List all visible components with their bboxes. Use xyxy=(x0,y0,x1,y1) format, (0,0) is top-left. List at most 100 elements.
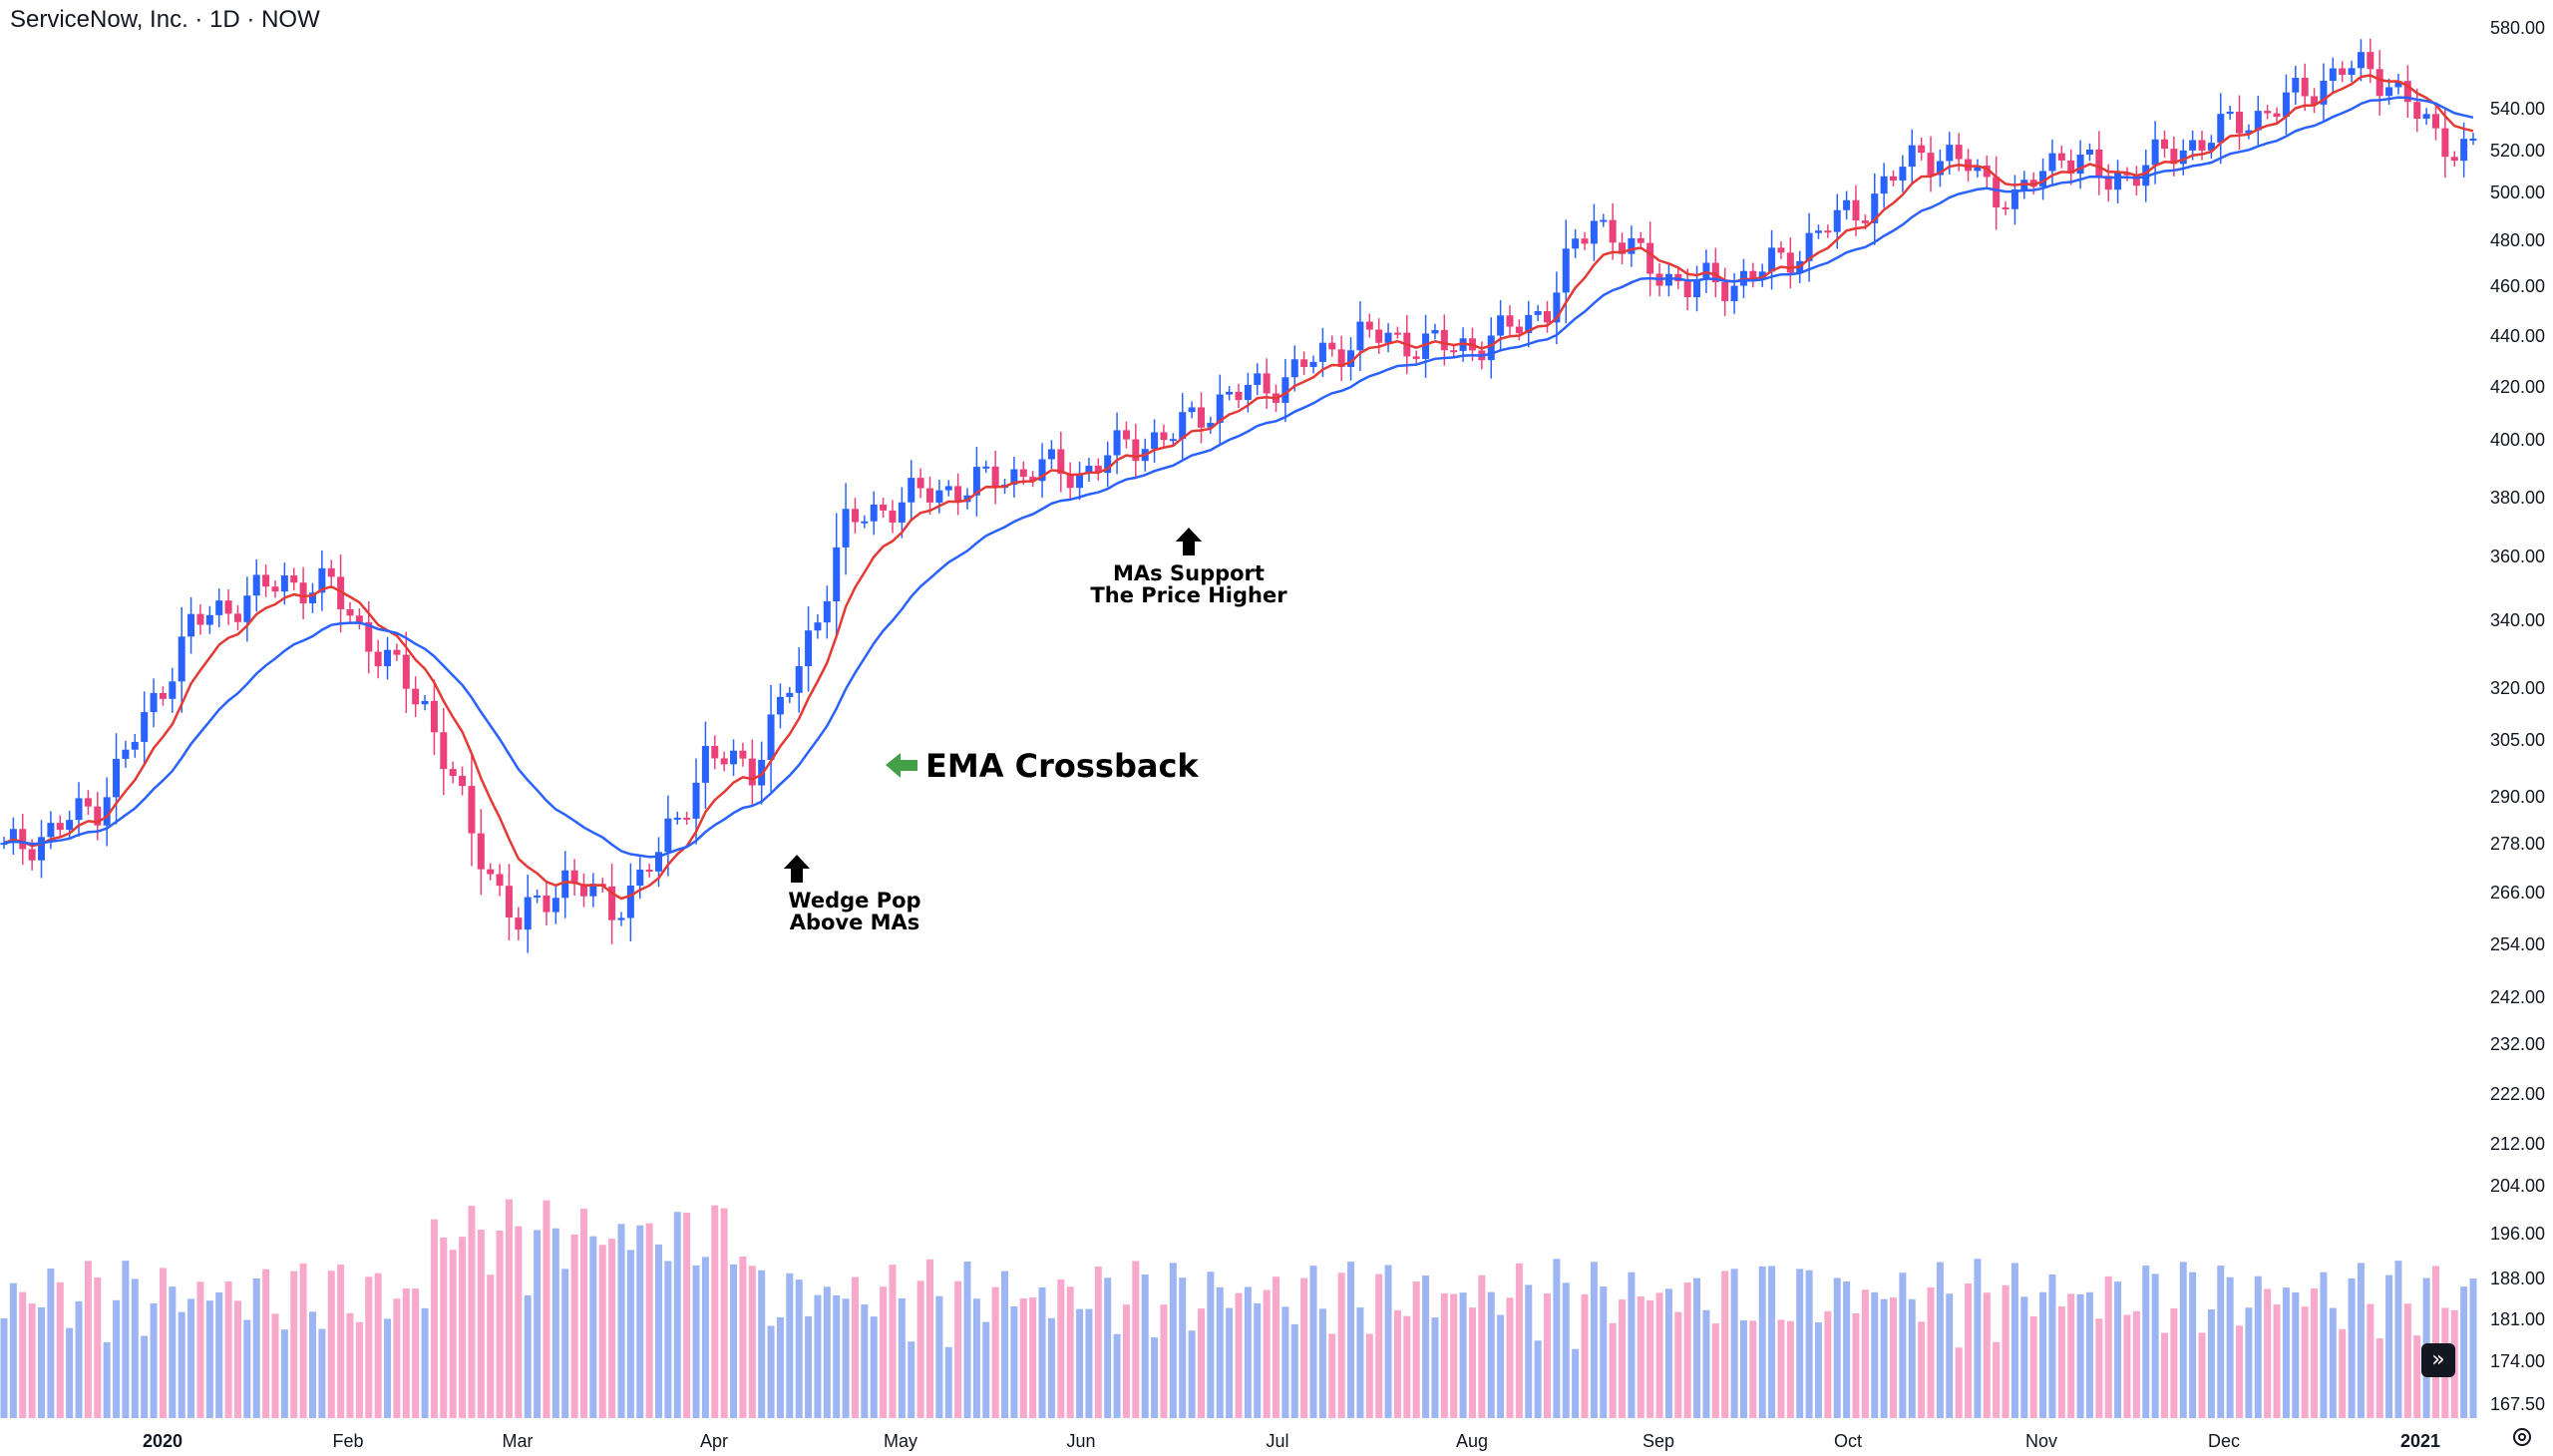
candle-body xyxy=(1281,377,1289,403)
volume-bar xyxy=(1983,1292,1991,1418)
candle-body xyxy=(1375,329,1383,343)
candle-body xyxy=(459,775,467,787)
volume-bar xyxy=(2226,1276,2234,1418)
price-axis-label: 460.00 xyxy=(2490,276,2545,296)
volume-bar xyxy=(2469,1278,2477,1418)
candle-body xyxy=(1113,430,1121,456)
volume-bar xyxy=(496,1231,504,1418)
candle-body xyxy=(2273,113,2281,118)
candle-body xyxy=(982,466,990,469)
candle-body xyxy=(1955,145,1963,160)
candle-body xyxy=(1609,219,1617,243)
volume-bar xyxy=(1796,1269,1804,1418)
price-axis-label: 480.00 xyxy=(2490,230,2545,250)
volume-bar xyxy=(215,1291,223,1418)
volume-bar xyxy=(2236,1325,2244,1418)
price-axis-label: 580.00 xyxy=(2490,18,2545,38)
candle-body xyxy=(1085,466,1093,474)
volume-bar xyxy=(384,1318,392,1418)
volume-bar xyxy=(2123,1314,2131,1418)
candle-body xyxy=(0,843,8,846)
candle-body xyxy=(1525,314,1533,334)
time-axis-label: Oct xyxy=(1834,1431,1862,1451)
volume-bar xyxy=(1422,1275,1430,1418)
candle-body xyxy=(1290,359,1298,378)
price-axis-label: 222.00 xyxy=(2490,1084,2545,1104)
candle-body xyxy=(1132,439,1140,462)
candle-body xyxy=(440,732,448,770)
candle-body xyxy=(1450,350,1458,353)
candle-body xyxy=(1843,199,1851,210)
candle-body xyxy=(374,651,382,667)
volume-bar xyxy=(1365,1333,1373,1418)
volume-bar xyxy=(2085,1291,2093,1418)
volume-bar xyxy=(1001,1271,1009,1418)
volume-bar xyxy=(1739,1319,1747,1418)
volume-bar xyxy=(477,1230,485,1418)
volume-bar xyxy=(935,1295,943,1418)
volume-bar xyxy=(2114,1281,2122,1418)
volume-bar xyxy=(2142,1265,2150,1418)
candle-body xyxy=(1721,282,1729,301)
candle-body xyxy=(692,782,700,819)
volume-bar xyxy=(720,1208,728,1418)
volume-bar xyxy=(1497,1314,1505,1418)
volume-bar xyxy=(570,1234,578,1418)
volume-bar xyxy=(1047,1317,1055,1418)
volume-bar xyxy=(309,1311,316,1418)
volume-bar xyxy=(374,1273,382,1418)
price-axis-label: 266.00 xyxy=(2490,883,2545,903)
candle-body xyxy=(748,758,756,786)
expand-icon[interactable]: » xyxy=(2421,1343,2455,1377)
chart-title: ServiceNow, Inc. · 1D · NOW xyxy=(10,6,320,33)
candle-body xyxy=(365,621,373,652)
volume-bar xyxy=(28,1303,36,1418)
volume-bar xyxy=(421,1307,429,1418)
candle-body xyxy=(1899,167,1907,182)
volume-bar xyxy=(365,1276,373,1418)
candle-body xyxy=(2085,150,2093,156)
volume-bar xyxy=(1927,1287,1935,1418)
volume-bar xyxy=(0,1318,8,1418)
volume-bar xyxy=(2329,1307,2337,1418)
candle-body xyxy=(1777,247,1785,253)
volume-bar xyxy=(2385,1274,2393,1418)
candle-body xyxy=(243,595,251,622)
volume-bar xyxy=(131,1278,139,1418)
volume-bar xyxy=(2104,1275,2112,1418)
candle-body xyxy=(795,666,803,693)
candle-body xyxy=(309,592,316,603)
candle-body xyxy=(19,829,27,850)
candle-body xyxy=(28,849,36,861)
candle-body xyxy=(280,575,288,592)
volume-bar xyxy=(1899,1273,1907,1418)
time-axis[interactable]: 2020 Feb Mar Apr May Jun Jul Aug Sep Oct Nov Dec 202… xyxy=(143,1431,2440,1451)
volume-bar xyxy=(2292,1291,2300,1418)
candle-body xyxy=(2329,68,2337,81)
candle-body xyxy=(2394,81,2402,88)
annotation-ema-crossback: EMA Crossback xyxy=(925,747,1199,785)
candle-body xyxy=(730,750,738,765)
price-axis[interactable]: 580.00 540.00 520.00 500.00 480.00 460.00 440.… xyxy=(2479,0,2553,1456)
annotation-wedge-pop: Wedge Pop xyxy=(788,889,920,912)
candle-body xyxy=(805,630,813,667)
candle-body xyxy=(1553,292,1561,323)
candle-body xyxy=(187,613,195,637)
volume-bar xyxy=(1244,1286,1252,1418)
candle-body xyxy=(299,582,307,603)
candle-body xyxy=(898,502,906,523)
volume-bar xyxy=(1544,1292,1551,1418)
volume-bar xyxy=(318,1328,326,1418)
volume-bar xyxy=(851,1276,859,1418)
volume-bar xyxy=(842,1298,850,1418)
candle-body xyxy=(159,692,167,699)
candle-body xyxy=(2198,140,2206,151)
candle-body xyxy=(1207,422,1215,428)
volume-bar xyxy=(1534,1340,1542,1418)
volume-bar xyxy=(1871,1291,1879,1418)
left-arrow-icon xyxy=(886,753,917,778)
volume-bar xyxy=(748,1266,756,1418)
gear-icon[interactable] xyxy=(2511,1426,2533,1448)
volume-bar xyxy=(1880,1298,1888,1418)
candle-body xyxy=(233,613,241,622)
